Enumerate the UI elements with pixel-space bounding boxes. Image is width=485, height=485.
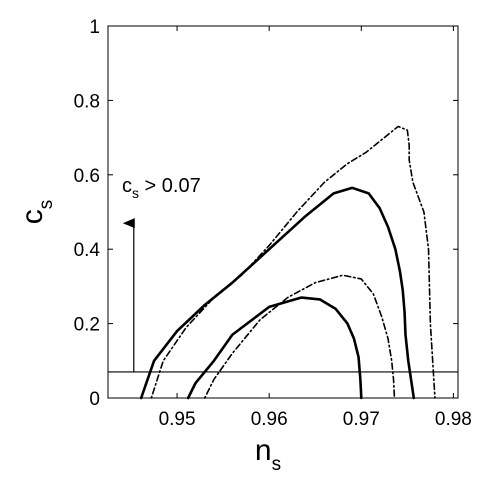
annotation-text: cs > 0.07 <box>122 175 201 201</box>
plot-frame <box>107 25 459 399</box>
contour-solid <box>186 296 363 400</box>
x-tick-label: 0.97 <box>343 409 380 430</box>
y-tick-label: 1 <box>89 17 100 38</box>
y-tick-label: 0.2 <box>74 315 100 336</box>
y-tick-label: 0.8 <box>74 91 100 112</box>
x-tick-label: 0.96 <box>251 409 288 430</box>
contour-dotted <box>150 125 436 399</box>
x-axis-title: ns <box>255 434 281 475</box>
x-tick-label: 0.98 <box>435 409 472 430</box>
y-tick-label: 0.6 <box>74 166 100 187</box>
y-tick-label: 0.4 <box>74 240 101 261</box>
contour-solid <box>139 186 416 400</box>
y-tick-label: 0 <box>89 389 100 410</box>
contour-dotted <box>203 274 396 399</box>
y-axis-title: cs <box>16 200 57 225</box>
x-tick-label: 0.95 <box>159 409 196 430</box>
